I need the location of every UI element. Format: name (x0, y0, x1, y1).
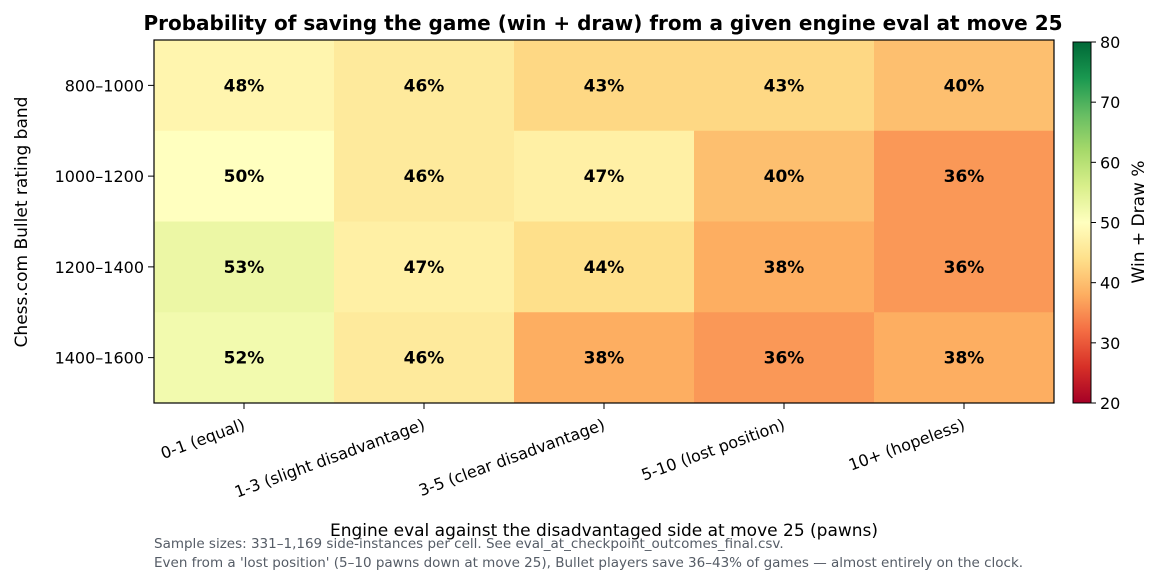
heatmap-cell (334, 221, 515, 313)
x-axis-ticks: 0-1 (equal)1-3 (slight disadvantage)3-5 … (158, 403, 967, 501)
heatmap-cell (154, 312, 335, 404)
colorbar-tick-label: 70 (1100, 93, 1120, 112)
colorbar-tick-label: 60 (1100, 153, 1120, 172)
heatmap-cell (694, 40, 875, 132)
cell-value-label: 46% (404, 349, 445, 369)
colorbar-tick-label: 20 (1100, 394, 1120, 413)
cell-value-label: 36% (764, 349, 805, 369)
heatmap-cell (694, 312, 875, 404)
colorbar (1072, 41, 1092, 404)
cell-value-label: 46% (404, 76, 445, 96)
heatmap-cell (154, 221, 335, 313)
x-tick-label: 5-10 (lost position) (639, 415, 788, 485)
heatmap-cells: 48% 46% 43% 43% 40% 50% 46% 47% 40% 36% 53% 47% 44% 3… (154, 40, 1055, 404)
cell-value-label: 38% (584, 349, 625, 369)
heatmap-cell (514, 130, 695, 222)
heatmap-cell (514, 40, 695, 132)
cell-value-label: 40% (944, 76, 985, 96)
cell-value-label: 50% (224, 167, 265, 187)
heatmap-cell (874, 40, 1055, 132)
cell-value-label: 52% (224, 349, 265, 369)
cell-value-label: 47% (584, 167, 625, 187)
cell-value-label: 43% (764, 76, 805, 96)
y-tick-label: 1400–1600 (55, 349, 144, 368)
heatmap-cell (874, 312, 1055, 404)
colorbar-tick-label: 50 (1100, 214, 1120, 233)
cell-value-label: 44% (584, 258, 625, 278)
footnote-sample-sizes: Sample sizes: 331–1,169 side-instances p… (154, 536, 784, 552)
colorbar-tick-label: 30 (1100, 334, 1120, 353)
heatmap-cell (514, 312, 695, 404)
heatmap-cell (334, 130, 515, 222)
y-tick-label: 1000–1200 (55, 167, 144, 186)
y-axis-ticks: 800–1000 1000–1200 1200–1400 1400–1600 (55, 76, 154, 368)
x-axis-label: Engine eval against the disadvantaged si… (330, 521, 878, 541)
x-tick-label: 1-3 (slight disadvantage) (232, 415, 427, 502)
cell-value-label: 38% (944, 349, 985, 369)
cell-value-label: 46% (404, 167, 445, 187)
x-tick-label: 3-5 (clear disadvantage) (416, 415, 607, 500)
cell-value-label: 40% (764, 167, 805, 187)
heatmap-cell (874, 130, 1055, 222)
cell-value-label: 36% (944, 258, 985, 278)
cell-value-label: 36% (944, 167, 985, 187)
colorbar-tick-label: 40 (1100, 274, 1120, 293)
cell-value-label: 43% (584, 76, 625, 96)
y-tick-label: 1200–1400 (55, 258, 144, 277)
cell-value-label: 38% (764, 258, 805, 278)
heatmap-cell (694, 221, 875, 313)
heatmap-cell (334, 312, 515, 404)
heatmap-cell (154, 130, 335, 222)
chart-title: Probability of saving the game (win + dr… (143, 11, 1062, 35)
x-tick-label: 10+ (hopeless) (846, 415, 967, 475)
heatmap-cell (874, 221, 1055, 313)
cell-value-label: 47% (404, 258, 445, 278)
x-tick-label: 0-1 (equal) (158, 415, 247, 463)
colorbar-label: Win + Draw % (1129, 161, 1149, 284)
footnote-summary: Even from a 'lost position' (5–10 pawns … (154, 555, 1023, 571)
y-axis-label: Chess.com Bullet rating band (12, 97, 32, 348)
colorbar-ticks: 20 30 40 50 60 70 80 (1091, 33, 1120, 413)
heatmap-cell (514, 221, 695, 313)
cell-value-label: 53% (224, 258, 265, 278)
heatmap-cell (154, 40, 335, 132)
colorbar-tick-label: 80 (1100, 33, 1120, 52)
heatmap-cell (334, 40, 515, 132)
y-tick-label: 800–1000 (65, 76, 144, 95)
cell-value-label: 48% (224, 76, 265, 96)
heatmap-cell (694, 130, 875, 222)
